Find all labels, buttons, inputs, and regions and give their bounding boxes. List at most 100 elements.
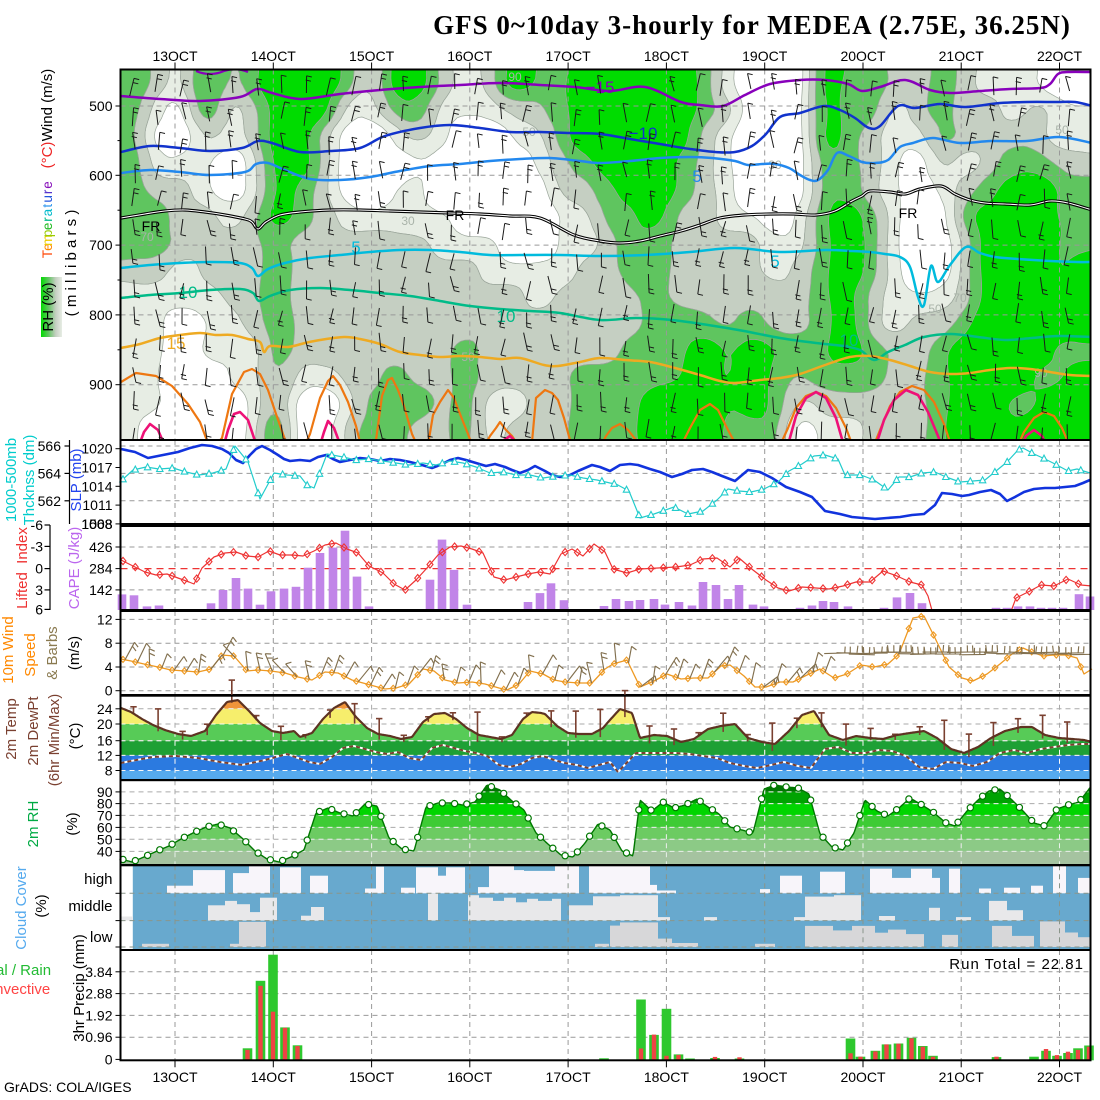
svg-text:r: r <box>40 189 55 194</box>
svg-text:18OCT: 18OCT <box>644 48 690 64</box>
svg-text:e: e <box>40 243 55 251</box>
svg-text:T: T <box>40 250 55 258</box>
svg-text:50: 50 <box>928 302 942 316</box>
svg-text:15OCT: 15OCT <box>349 1069 395 1085</box>
svg-text:t: t <box>40 204 55 208</box>
svg-text:800: 800 <box>89 307 113 323</box>
svg-text:60: 60 <box>97 819 113 835</box>
svg-text:90: 90 <box>508 70 522 84</box>
svg-text:3.84: 3.84 <box>85 964 112 980</box>
svg-text:GFS 0~10day 3-hourly for MEDEA: GFS 0~10day 3-hourly for MEDEA (2.75E, 3… <box>433 10 1071 40</box>
svg-text:10: 10 <box>179 283 198 302</box>
svg-text:p: p <box>40 230 55 238</box>
svg-text:FR: FR <box>142 218 161 234</box>
svg-text:600: 600 <box>89 167 113 183</box>
svg-text:1008: 1008 <box>81 516 112 532</box>
svg-text:13OCT: 13OCT <box>152 1069 198 1085</box>
svg-text:Run Total = 22.81: Run Total = 22.81 <box>949 956 1084 973</box>
svg-text:426: 426 <box>89 539 113 555</box>
svg-text:middle: middle <box>68 898 112 915</box>
svg-text:a: a <box>40 208 55 216</box>
svg-text:3: 3 <box>35 582 43 598</box>
svg-text:1014: 1014 <box>81 478 112 494</box>
svg-text:22OCT: 22OCT <box>1037 48 1083 64</box>
svg-text:90: 90 <box>97 784 113 800</box>
svg-text:568: 568 <box>89 516 113 532</box>
svg-text:GrADS: COLA/IGES: GrADS: COLA/IGES <box>4 1079 132 1095</box>
svg-text:u: u <box>40 195 55 203</box>
svg-text:40: 40 <box>97 843 113 859</box>
svg-text:562: 562 <box>38 493 62 509</box>
svg-text:900: 900 <box>89 377 113 393</box>
svg-text:10m Wind: 10m Wind <box>0 616 17 684</box>
svg-text:20OCT: 20OCT <box>840 48 886 64</box>
svg-text:80: 80 <box>97 796 113 812</box>
svg-text:1017: 1017 <box>81 460 112 476</box>
svg-text:(m/s): (m/s) <box>66 636 83 670</box>
svg-text:(°C): (°C) <box>67 723 84 750</box>
svg-text:0: 0 <box>35 561 43 577</box>
svg-text:(6hr Min/Max): (6hr Min/Max) <box>46 694 63 787</box>
svg-text:700: 700 <box>89 237 113 253</box>
svg-text:e: e <box>40 181 55 189</box>
svg-text:1020: 1020 <box>81 441 112 457</box>
svg-text:Thcknss (dm): Thcknss (dm) <box>21 435 38 526</box>
svg-text:16OCT: 16OCT <box>447 1069 493 1085</box>
svg-text:e: e <box>40 223 55 231</box>
svg-text:19OCT: 19OCT <box>742 48 788 64</box>
svg-text:18OCT: 18OCT <box>644 1069 690 1085</box>
svg-text:−10: −10 <box>629 124 658 143</box>
svg-text:FR: FR <box>899 205 918 221</box>
svg-text:1.92: 1.92 <box>85 1007 112 1023</box>
svg-text:12: 12 <box>97 611 113 627</box>
svg-text:20: 20 <box>97 716 113 732</box>
svg-text:10: 10 <box>840 331 859 350</box>
svg-text:70: 70 <box>97 807 113 823</box>
svg-text:high: high <box>84 871 112 888</box>
svg-text:0: 0 <box>105 683 113 699</box>
svg-text:5: 5 <box>692 167 701 186</box>
svg-text:0.96: 0.96 <box>85 1029 112 1045</box>
svg-text:284: 284 <box>89 561 113 577</box>
svg-text:m: m <box>40 235 55 246</box>
svg-text:(°C): (°C) <box>39 142 56 169</box>
svg-text:1011: 1011 <box>82 497 112 513</box>
svg-text:8: 8 <box>105 635 113 651</box>
svg-text:90: 90 <box>1034 366 1048 380</box>
svg-text:2.88: 2.88 <box>85 986 112 1002</box>
svg-text:22OCT: 22OCT <box>1037 1069 1083 1085</box>
svg-text:2m DewPt: 2m DewPt <box>25 696 42 766</box>
svg-text:50: 50 <box>1055 123 1069 137</box>
svg-text:13OCT: 13OCT <box>152 48 198 64</box>
svg-text:CAPE (J/kg): CAPE (J/kg) <box>66 527 83 610</box>
svg-text:Speed: Speed <box>22 633 39 676</box>
svg-text:30: 30 <box>401 214 415 228</box>
svg-text:r: r <box>40 217 55 222</box>
svg-text:2m RH: 2m RH <box>25 801 42 848</box>
svg-text:70: 70 <box>953 291 967 305</box>
svg-text:Total / Rain: Total / Rain <box>0 962 51 979</box>
svg-text:Wind (m/s): Wind (m/s) <box>39 69 56 142</box>
svg-text:Lifted Index: Lifted Index <box>14 527 31 609</box>
svg-text:14OCT: 14OCT <box>251 48 297 64</box>
svg-text:566: 566 <box>38 438 62 454</box>
svg-text:16: 16 <box>97 733 113 749</box>
svg-text:1008: 1008 <box>81 516 112 532</box>
svg-text:(%): (%) <box>64 812 81 835</box>
svg-text:50: 50 <box>97 831 113 847</box>
svg-text:17OCT: 17OCT <box>546 1069 592 1085</box>
svg-text:2m Temp: 2m Temp <box>3 698 20 759</box>
svg-text:70: 70 <box>140 230 154 244</box>
svg-text:6: 6 <box>35 601 43 617</box>
svg-text:5: 5 <box>351 238 360 257</box>
svg-text:-6: -6 <box>31 517 44 533</box>
svg-text:500: 500 <box>89 98 113 114</box>
svg-text:19OCT: 19OCT <box>742 1069 788 1085</box>
svg-text:FR: FR <box>446 207 465 223</box>
svg-text:20OCT: 20OCT <box>840 1069 886 1085</box>
svg-text:8: 8 <box>105 763 113 779</box>
svg-text:5: 5 <box>770 252 779 271</box>
svg-text:RH (%): RH (%) <box>40 282 57 331</box>
svg-text:& Barbs: & Barbs <box>44 626 61 679</box>
svg-text:142: 142 <box>89 582 113 598</box>
